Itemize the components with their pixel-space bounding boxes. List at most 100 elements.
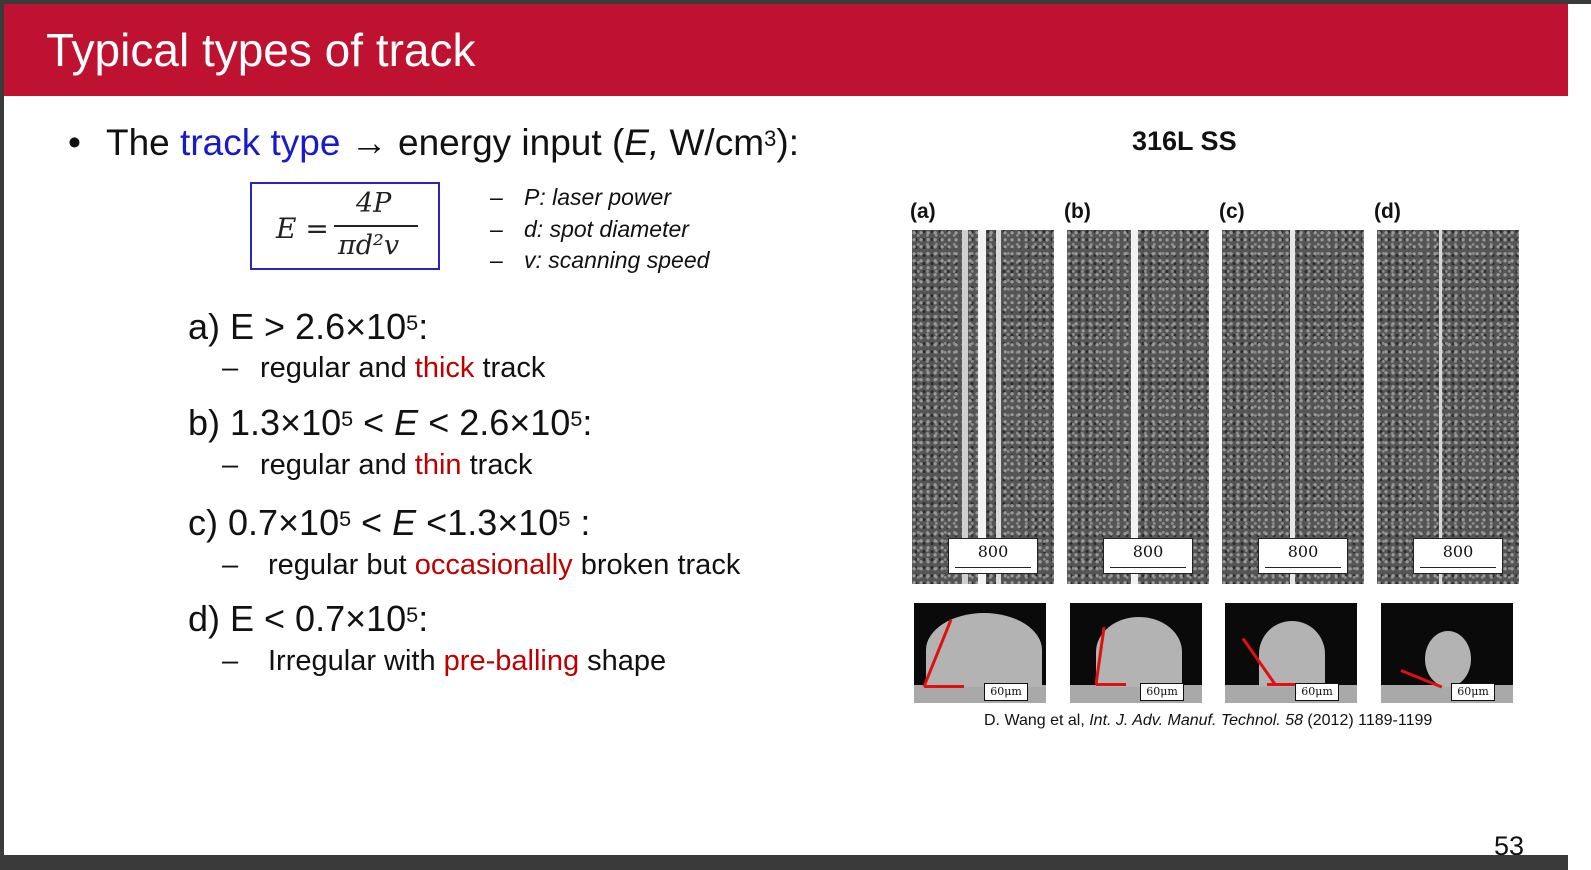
bullet-unit: W/cm bbox=[659, 122, 765, 163]
main-bullet: • The track type → energy input (E, W/cm3… bbox=[68, 120, 799, 166]
case-exp2: 5 bbox=[570, 406, 583, 431]
scale-value: 800 bbox=[1132, 542, 1164, 561]
case-desc-highlight: thick bbox=[414, 352, 475, 384]
title-bar: Typical types of track bbox=[4, 4, 1568, 96]
track-micrograph-c: 800 bbox=[1222, 230, 1364, 584]
definition-diameter: – d: spot diameter bbox=[490, 214, 689, 244]
scale-box: 800 bbox=[1258, 538, 1348, 574]
case-c-heading: c) 0.7×105 < E <1.3×105 : bbox=[188, 501, 590, 545]
case-desc-post: track bbox=[474, 352, 546, 384]
cross-section-c: 60μm bbox=[1225, 603, 1357, 703]
definition-speed: – v: scanning speed bbox=[490, 245, 709, 275]
formula-lhs: E = bbox=[276, 212, 329, 245]
citation-authors: D. Wang et al, bbox=[984, 712, 1090, 729]
case-desc-post: shape bbox=[579, 645, 667, 677]
panel-label-b: (b) bbox=[1064, 200, 1091, 223]
track-bead bbox=[978, 230, 986, 584]
case-tail: : bbox=[418, 598, 429, 639]
bead-profile bbox=[1425, 631, 1471, 687]
case-b-desc: – regular and thin track bbox=[222, 447, 532, 483]
scale-bar bbox=[1420, 567, 1496, 568]
case-desc-pre: regular and bbox=[260, 449, 415, 481]
bullet-symbol: E, bbox=[624, 122, 660, 163]
definition-power: – P: laser power bbox=[490, 182, 671, 212]
case-d-heading: d) E < 0.7×105: bbox=[188, 597, 428, 641]
track-bead bbox=[1439, 230, 1442, 584]
case-mid2: < 2.6×10 bbox=[418, 402, 571, 443]
track-bead bbox=[1290, 230, 1295, 584]
case-dash: – bbox=[222, 645, 239, 677]
track-halo bbox=[996, 230, 1001, 584]
bullet-dot: • bbox=[68, 122, 81, 163]
scale-value: 800 bbox=[977, 542, 1009, 561]
contact-angle-base bbox=[1267, 683, 1297, 686]
case-desc-post: broken track bbox=[572, 549, 741, 581]
cross-scale: 60μm bbox=[1451, 683, 1495, 701]
contact-angle-base bbox=[924, 685, 964, 688]
fraction-bar bbox=[334, 225, 418, 227]
case-desc-pre: Irregular with bbox=[268, 645, 444, 677]
definition-dash: – bbox=[490, 247, 503, 273]
case-dash: – bbox=[222, 449, 239, 481]
cross-section-a: 60μm bbox=[914, 603, 1046, 703]
scale-value: 800 bbox=[1442, 542, 1474, 561]
cross-scale: 60μm bbox=[1295, 683, 1339, 701]
cross-section-b: 60μm bbox=[1070, 603, 1202, 703]
cross-section-d: 60μm bbox=[1381, 603, 1513, 703]
panel-label-c: (c) bbox=[1219, 200, 1245, 223]
case-a-desc: – regular and thick track bbox=[222, 350, 545, 386]
case-symbol: E bbox=[394, 402, 419, 443]
definition-text: d: spot diameter bbox=[524, 216, 689, 242]
material-label: 316L SS bbox=[1132, 126, 1237, 156]
case-mid: < bbox=[351, 502, 393, 543]
formula-numerator: 4P bbox=[356, 188, 392, 219]
case-desc-pre: regular but bbox=[268, 549, 415, 581]
formula-denominator: πd²v bbox=[338, 230, 400, 261]
case-desc-post: track bbox=[461, 449, 533, 481]
panel-label-a: (a) bbox=[910, 200, 936, 223]
track-micrograph-b: 800 bbox=[1067, 230, 1209, 584]
case-exp: 5 bbox=[406, 602, 419, 627]
case-exp: 5 bbox=[341, 406, 354, 431]
bullet-prefix: The bbox=[106, 122, 181, 163]
case-text: b) 1.3×10 bbox=[188, 402, 342, 443]
case-exp: 5 bbox=[406, 310, 419, 335]
case-mid2: <1.3×10 bbox=[416, 502, 559, 543]
bullet-suffix: ): bbox=[776, 122, 799, 163]
arrow-icon: → bbox=[350, 122, 388, 163]
case-dash: – bbox=[222, 352, 239, 384]
bullet-middle: energy input ( bbox=[387, 122, 625, 163]
cross-scale: 60μm bbox=[1140, 683, 1184, 701]
case-tail: : bbox=[582, 402, 593, 443]
track-halo bbox=[962, 230, 968, 584]
scale-bar bbox=[1265, 567, 1341, 568]
case-tail: : bbox=[570, 502, 591, 543]
scale-bar bbox=[955, 567, 1031, 568]
definition-text: P: laser power bbox=[524, 184, 672, 210]
bullet-highlight: track type bbox=[180, 122, 341, 163]
scale-box: 800 bbox=[948, 538, 1038, 574]
citation-rest: (2012) 1189-1199 bbox=[1302, 712, 1433, 729]
bead-profile bbox=[1096, 617, 1182, 687]
definition-text: v: scanning speed bbox=[524, 247, 710, 273]
case-text: d) E < 0.7×10 bbox=[188, 598, 407, 639]
page-number: 53 bbox=[1494, 831, 1525, 855]
case-exp: 5 bbox=[339, 506, 352, 531]
scale-box: 800 bbox=[1413, 538, 1503, 574]
track-micrograph-a: 800 bbox=[912, 230, 1054, 584]
definition-dash: – bbox=[490, 184, 503, 210]
case-symbol: E bbox=[392, 502, 417, 543]
scale-bar bbox=[1110, 567, 1186, 568]
slide: Typical types of track • The track type →… bbox=[4, 4, 1568, 855]
definition-dash: – bbox=[490, 216, 503, 242]
case-dash: – bbox=[222, 549, 239, 581]
contact-angle-base bbox=[1096, 683, 1126, 686]
slide-title: Typical types of track bbox=[46, 24, 476, 76]
case-text: a) E > 2.6×10 bbox=[188, 306, 407, 347]
case-mid: < bbox=[353, 402, 395, 443]
case-a-heading: a) E > 2.6×105: bbox=[188, 305, 428, 349]
figure-citation: D. Wang et al, Int. J. Adv. Manuf. Techn… bbox=[984, 712, 1432, 730]
panel-label-d: (d) bbox=[1374, 200, 1401, 223]
case-desc-pre: regular and bbox=[260, 352, 415, 384]
case-exp2: 5 bbox=[558, 506, 571, 531]
